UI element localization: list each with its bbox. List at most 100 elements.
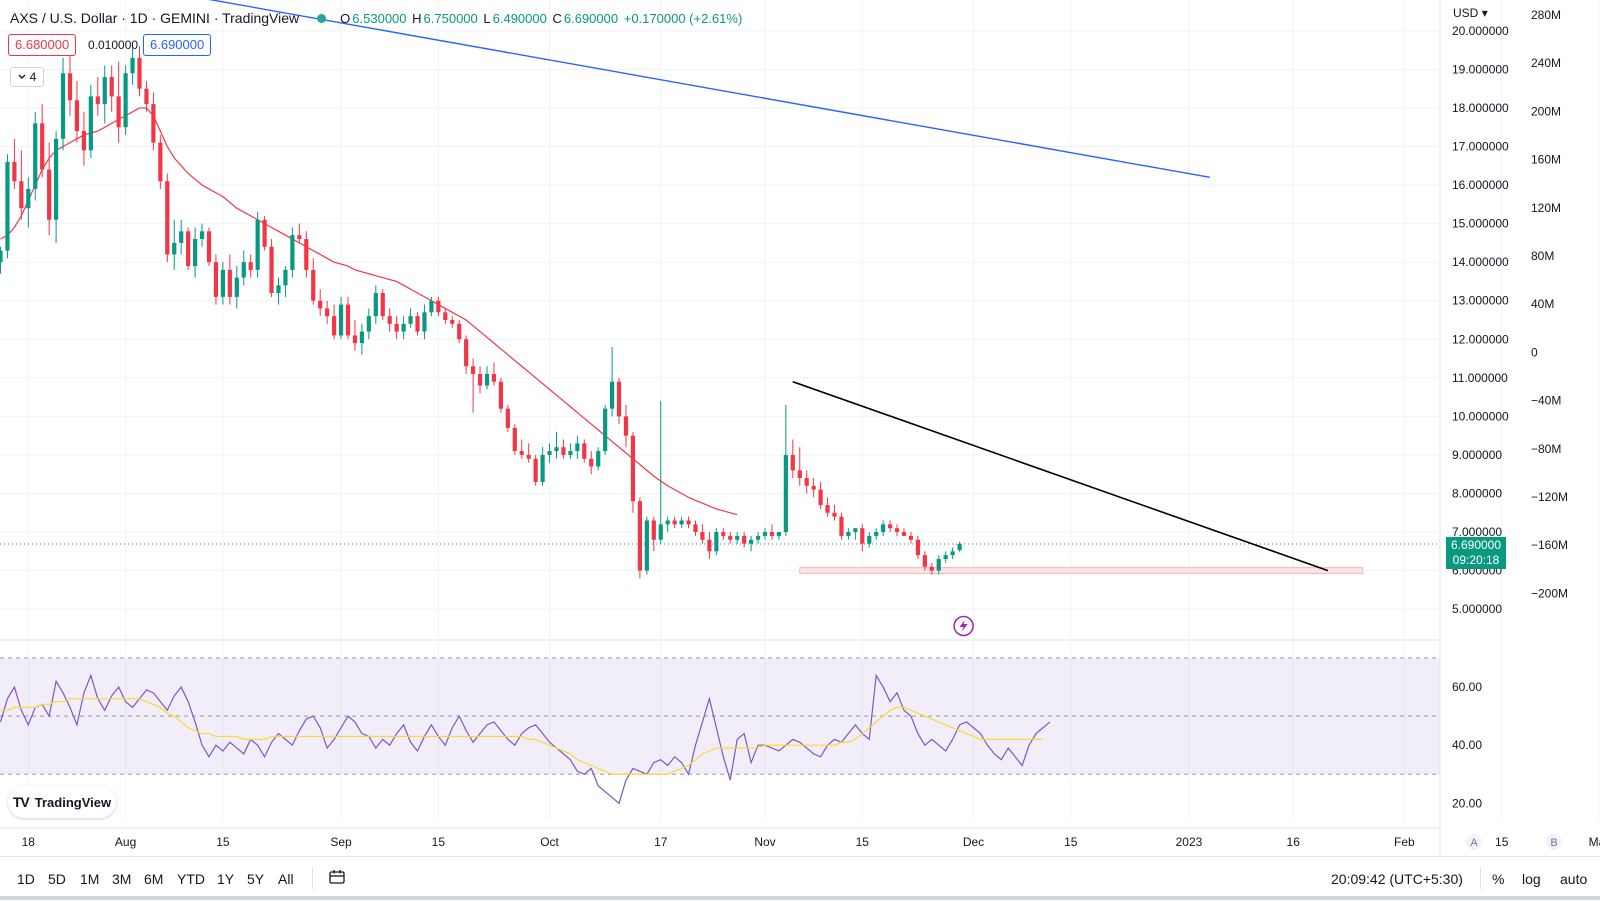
- currency-selector[interactable]: USD ▾: [1453, 6, 1488, 20]
- price-tick-label: 12.000000: [1452, 332, 1509, 346]
- candle-body: [450, 320, 455, 324]
- candle-body: [637, 501, 642, 571]
- candle-body: [658, 524, 663, 540]
- candle-body: [853, 528, 858, 533]
- candle-body: [338, 304, 344, 336]
- time-tick-label: Aug: [115, 835, 136, 849]
- volume-tick-label: −160M: [1531, 538, 1568, 552]
- candle-body: [589, 458, 594, 467]
- last-price-value: 6.690000: [1450, 538, 1502, 552]
- volume-tick-label: 120M: [1531, 201, 1561, 215]
- currency-label: USD: [1453, 6, 1479, 20]
- candle-body: [623, 416, 629, 436]
- volume-tick-label: 80M: [1531, 249, 1554, 263]
- candle-body: [220, 269, 225, 297]
- candle-body: [415, 316, 420, 332]
- candle-body: [686, 520, 691, 525]
- tradingview-logo[interactable]: TV TradingView: [8, 786, 116, 818]
- range-all-button[interactable]: All: [278, 871, 294, 887]
- candle-body: [554, 447, 559, 452]
- overlays: [0, 0, 1440, 637]
- time-tick-label: Oct: [540, 835, 559, 849]
- bar-countdown: 09:20:18: [1452, 553, 1500, 567]
- chart-canvas[interactable]: 20.000000 19.000000 18.000000 17.000000 16.0…: [0, 0, 1600, 856]
- candle-body: [512, 427, 517, 452]
- open-value: 6.530000: [352, 10, 407, 26]
- grid: [0, 0, 1600, 820]
- candle-body: [464, 339, 469, 367]
- candle-body: [283, 269, 288, 286]
- volume-tick-label: −80M: [1531, 442, 1561, 456]
- candle-body: [491, 373, 497, 382]
- toolbar-divider: [1480, 867, 1481, 889]
- candle-body: [874, 532, 879, 536]
- chevron-down-icon: [18, 74, 26, 79]
- range-6m-button[interactable]: 6M: [144, 871, 164, 887]
- candle-body: [213, 262, 219, 297]
- axes: 20.000000 19.000000 18.000000 17.000000 16.0…: [0, 0, 1600, 856]
- clock-timezone[interactable]: 20:09:42 (UTC+5:30): [1331, 871, 1463, 887]
- candle-body: [345, 304, 351, 336]
- range-ytd-button[interactable]: YTD: [177, 871, 205, 887]
- candle-body: [199, 231, 205, 240]
- candle-body: [12, 161, 17, 182]
- indicators-toggle[interactable]: 4: [10, 67, 44, 87]
- price-tick-label: 15.000000: [1452, 217, 1509, 231]
- range-1y-button[interactable]: 1Y: [217, 871, 235, 887]
- candle-body: [644, 520, 649, 571]
- candle-body: [248, 262, 253, 270]
- calendar-goto-icon[interactable]: [328, 868, 346, 886]
- candle-body: [568, 451, 573, 455]
- candle-body: [429, 300, 434, 313]
- chevron-down-icon: ▾: [1481, 6, 1488, 20]
- range-5d-button[interactable]: 5D: [48, 871, 66, 887]
- candle-body: [860, 528, 865, 544]
- candle-body: [888, 524, 893, 529]
- candle-body: [721, 532, 726, 536]
- candle-body: [533, 458, 538, 482]
- candle-body: [144, 88, 149, 105]
- log-scale-toggle[interactable]: log: [1522, 871, 1541, 887]
- candle-body: [179, 231, 184, 243]
- ohlc-values: O 6.530000 H 6.750000 L 6.490000 C 6.690000 …: [340, 11, 744, 26]
- candle-body: [610, 381, 615, 409]
- time-tick-label: 15: [1064, 835, 1078, 849]
- auto-scale-toggle[interactable]: auto: [1560, 871, 1588, 887]
- candle-body: [894, 528, 900, 533]
- range-5y-button[interactable]: 5Y: [247, 871, 265, 887]
- spread-value: 0.010000: [88, 38, 139, 52]
- candle-body: [193, 239, 198, 267]
- rsi-line: [0, 673, 1051, 805]
- candle-body: [881, 524, 886, 533]
- candle-body: [95, 96, 100, 105]
- open-label: O: [340, 10, 351, 26]
- candle-body: [109, 77, 114, 97]
- price-tick-label: 18.000000: [1452, 101, 1509, 115]
- candle-body: [477, 373, 483, 386]
- candle-body: [151, 104, 156, 143]
- candle-body: [366, 316, 371, 332]
- volume-tick-label: 240M: [1531, 56, 1561, 70]
- volume-tick-label: −120M: [1531, 490, 1568, 504]
- candle-body: [81, 131, 86, 151]
- time-tick-label: Mar: [1589, 835, 1600, 849]
- candle-body: [825, 505, 830, 513]
- market-status-icon: [317, 13, 327, 23]
- percent-scale-toggle[interactable]: %: [1492, 871, 1505, 887]
- candle-body: [19, 181, 24, 209]
- candle-body: [846, 532, 851, 536]
- candle-body: [318, 300, 323, 309]
- range-1d-button[interactable]: 1D: [17, 871, 35, 887]
- candle-body: [936, 559, 941, 571]
- buy-button[interactable]: 6.690000: [143, 34, 212, 56]
- symbol-title[interactable]: AXS / U.S. Dollar · 1D · GEMINI · Tradin…: [10, 10, 300, 26]
- horizontal-scrollbar[interactable]: [0, 896, 1600, 900]
- candle-body: [484, 373, 490, 386]
- candle-body: [603, 408, 608, 452]
- close-value: 6.690000: [563, 10, 619, 26]
- range-3m-button[interactable]: 3M: [112, 871, 132, 887]
- last-price-label: 6.690000 09:20:18: [1446, 537, 1506, 569]
- candle-body: [165, 181, 170, 255]
- range-1m-button[interactable]: 1M: [80, 871, 100, 887]
- sell-button[interactable]: 6.680000: [8, 34, 77, 56]
